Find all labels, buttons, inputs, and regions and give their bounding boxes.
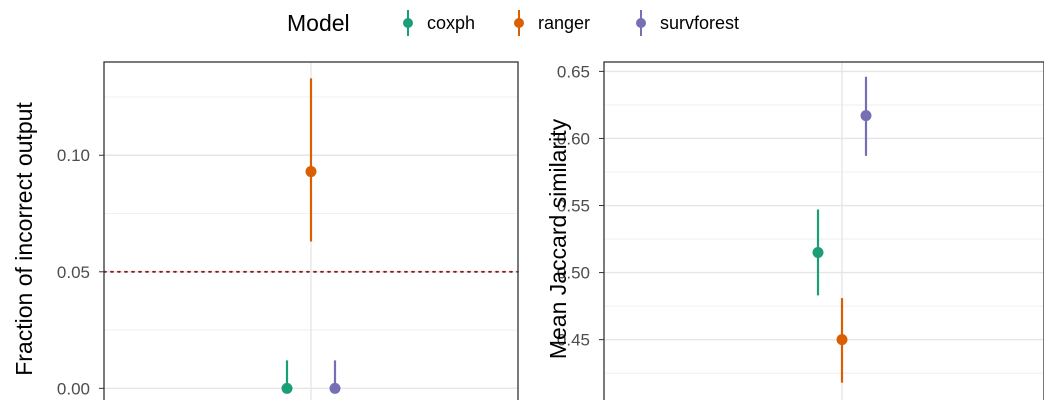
y-tick-label: 0.55 — [557, 197, 590, 216]
y-tick-label: 0.60 — [557, 129, 590, 148]
y-axis-title: Mean Jaccard similarity — [545, 118, 571, 359]
legend-item-survforest: survforest — [636, 10, 739, 36]
legend: Model coxph ranger survforest — [287, 10, 739, 36]
y-axis-title: Fraction of incorrect output — [11, 102, 37, 376]
pointrange-coxph — [812, 209, 824, 296]
data-point — [860, 110, 872, 122]
pointrange-survforest — [329, 360, 341, 394]
legend-label: coxph — [427, 13, 475, 33]
y-tick-label: 0.50 — [557, 264, 590, 283]
legend-item-ranger: ranger — [514, 10, 590, 36]
legend-label: survforest — [660, 13, 739, 33]
legend-title: Model — [287, 10, 350, 36]
data-point — [281, 382, 293, 394]
y-tick-label: 0.45 — [557, 331, 590, 350]
legend-key-point — [514, 18, 524, 28]
legend-key-point — [403, 18, 413, 28]
data-point — [812, 246, 824, 258]
data-point — [836, 334, 848, 346]
panel-border — [103, 61, 519, 400]
pointrange-ranger — [836, 298, 848, 383]
panel-incorrect-output: 0.00 0.05 0.10 Fraction of incorrect output — [11, 61, 519, 400]
data-point — [305, 166, 317, 178]
panel-jaccard-similarity: 0.45 0.50 0.55 0.60 0.65 Mean Jaccard similar… — [545, 61, 1044, 400]
data-point — [329, 382, 341, 394]
pointrange-survforest — [860, 76, 872, 156]
pointrange-coxph — [281, 360, 293, 394]
pointrange-ranger — [305, 78, 317, 242]
y-tick-label: 0.10 — [57, 146, 90, 165]
legend-item-coxph: coxph — [403, 10, 475, 36]
y-tick-label: 0.00 — [57, 379, 90, 398]
y-tick-label: 0.65 — [557, 62, 590, 81]
y-tick-label: 0.05 — [57, 263, 90, 282]
panel-border — [603, 61, 1044, 400]
legend-key-point — [636, 18, 646, 28]
legend-label: ranger — [538, 13, 590, 33]
